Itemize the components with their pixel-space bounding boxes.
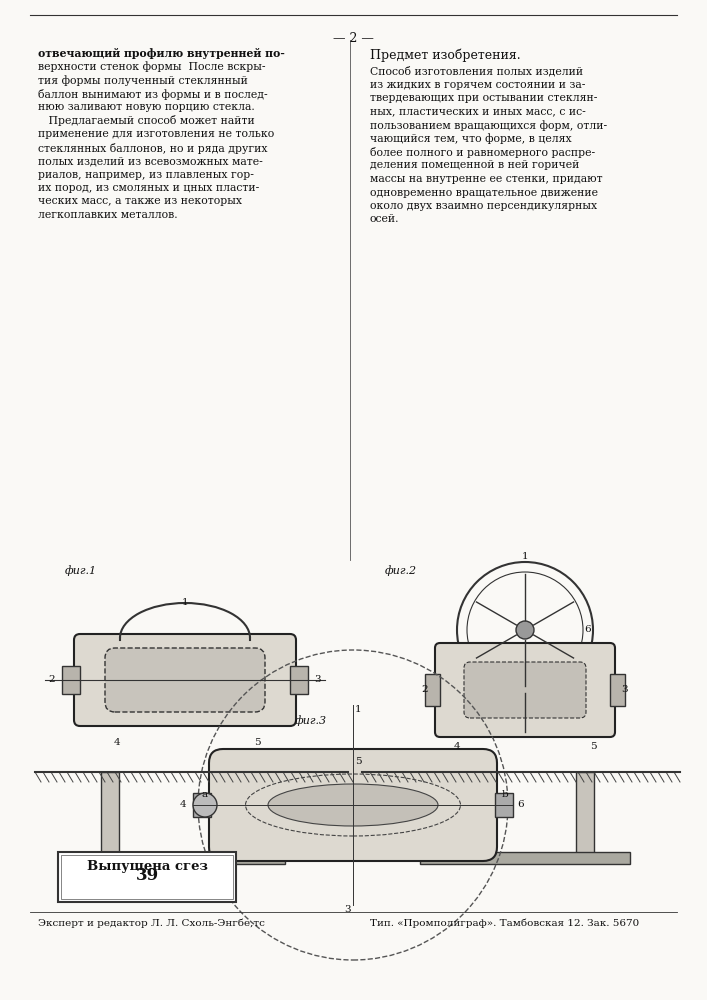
Text: фиг.1: фиг.1 xyxy=(65,565,97,576)
Text: 3: 3 xyxy=(345,905,351,914)
Text: верхности стенок формы  После вскры-: верхности стенок формы После вскры- xyxy=(38,62,266,72)
Text: 5: 5 xyxy=(590,742,596,751)
Text: стеклянных баллонов, но и ряда других: стеклянных баллонов, но и ряда других xyxy=(38,142,267,153)
Text: баллон вынимают из формы и в послед-: баллон вынимают из формы и в послед- xyxy=(38,89,268,100)
Text: твердевающих при остывании стеклян-: твердевающих при остывании стеклян- xyxy=(370,93,597,103)
FancyBboxPatch shape xyxy=(209,749,497,861)
Text: 2: 2 xyxy=(49,675,55,684)
Text: фиг.2: фиг.2 xyxy=(385,565,417,576)
Bar xyxy=(290,666,308,694)
Text: 2: 2 xyxy=(421,685,428,694)
Bar xyxy=(62,666,80,694)
Circle shape xyxy=(516,621,534,639)
Text: осей.: осей. xyxy=(370,215,399,225)
Bar xyxy=(456,772,474,862)
Text: массы на внутренне ее стенки, придают: массы на внутренне ее стенки, придают xyxy=(370,174,602,184)
Ellipse shape xyxy=(268,784,438,826)
Text: более полного и равномерного распре-: более полного и равномерного распре- xyxy=(370,147,595,158)
Text: нюю заливают новую порцию стекла.: нюю заливают новую порцию стекла. xyxy=(38,102,255,112)
FancyBboxPatch shape xyxy=(74,634,296,726)
Text: чающийся тем, что форме, в целях: чающийся тем, что форме, в целях xyxy=(370,133,572,144)
Bar xyxy=(193,793,211,817)
Text: около двух взаимно персендикулярных: около двух взаимно персендикулярных xyxy=(370,201,597,211)
Text: 4: 4 xyxy=(454,742,460,751)
Text: a: a xyxy=(202,790,208,799)
Text: пользованием вращающихся форм, отли-: пользованием вращающихся форм, отли- xyxy=(370,120,607,131)
Text: 5: 5 xyxy=(254,738,260,747)
FancyBboxPatch shape xyxy=(464,662,586,718)
Text: фиг.3: фиг.3 xyxy=(295,715,327,726)
Text: Способ изготовления полых изделий: Способ изготовления полых изделий xyxy=(370,66,583,77)
Text: 1: 1 xyxy=(355,705,361,714)
FancyBboxPatch shape xyxy=(58,852,236,902)
Text: 3: 3 xyxy=(315,675,321,684)
Text: полых изделий из всевозможных мате-: полых изделий из всевозможных мате- xyxy=(38,156,263,166)
Bar xyxy=(101,772,119,862)
Bar xyxy=(576,772,594,862)
Text: Предлагаемый способ может найти: Предлагаемый способ может найти xyxy=(38,115,255,126)
Bar xyxy=(251,772,269,862)
Text: риалов, например, из плавленых гор-: риалов, например, из плавленых гор- xyxy=(38,169,254,180)
Text: отвечающий профилю внутренней по-: отвечающий профилю внутренней по- xyxy=(38,48,285,59)
Bar xyxy=(420,852,630,864)
Bar xyxy=(425,674,440,706)
Text: тия формы полученный стеклянный: тия формы полученный стеклянный xyxy=(38,75,248,86)
Bar xyxy=(495,793,513,817)
Text: Предмет изобретения.: Предмет изобретения. xyxy=(370,48,520,62)
Text: 39: 39 xyxy=(136,867,158,884)
Bar xyxy=(610,674,625,706)
Bar xyxy=(85,852,285,864)
Text: b: b xyxy=(502,790,508,799)
Text: — 2 —: — 2 — xyxy=(332,32,373,45)
Text: Тип. «Промполиграф». Тамбовская 12. Зак. 5670: Тип. «Промполиграф». Тамбовская 12. Зак.… xyxy=(370,918,639,928)
Text: 4: 4 xyxy=(114,738,120,747)
Text: 1: 1 xyxy=(522,552,528,561)
Text: Эксперт и редактор Л. Л. Схоль-Энгбе,тс: Эксперт и редактор Л. Л. Схоль-Энгбе,тс xyxy=(38,918,265,928)
Text: легкоплавких металлов.: легкоплавких металлов. xyxy=(38,210,177,220)
Text: 5: 5 xyxy=(355,757,361,766)
Text: их пород, из смоляных и цных пласти-: их пород, из смоляных и цных пласти- xyxy=(38,183,259,193)
Text: применение для изготовления не только: применение для изготовления не только xyxy=(38,129,274,139)
Text: 6: 6 xyxy=(585,625,591,634)
Text: 4: 4 xyxy=(180,800,187,809)
Text: 1: 1 xyxy=(182,598,188,607)
Circle shape xyxy=(193,793,217,817)
Text: 6: 6 xyxy=(518,800,525,809)
FancyBboxPatch shape xyxy=(105,648,265,712)
FancyBboxPatch shape xyxy=(435,643,615,737)
Text: 3: 3 xyxy=(621,685,629,694)
Text: ческих масс, а также из некоторых: ческих масс, а также из некоторых xyxy=(38,196,242,207)
Text: деления помещенной в ней горичей: деления помещенной в ней горичей xyxy=(370,160,579,170)
Text: из жидких в горячем состоянии и за-: из жидких в горячем состоянии и за- xyxy=(370,80,585,90)
Text: одновременно вращательное движение: одновременно вращательное движение xyxy=(370,188,598,198)
Text: ных, пластических и иных масс, с ис-: ных, пластических и иных масс, с ис- xyxy=(370,106,586,116)
Text: Выпущена сгез: Выпущена сгез xyxy=(86,860,207,873)
